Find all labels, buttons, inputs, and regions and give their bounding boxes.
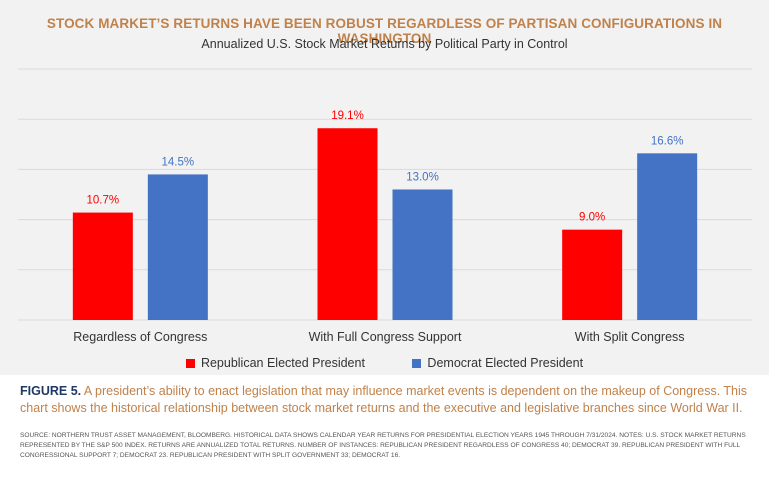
legend-label-democrat: Democrat Elected President <box>427 356 584 370</box>
figure-caption-text: A president’s ability to enact legislati… <box>20 384 748 415</box>
category-label-2: With Split Congress <box>575 330 685 344</box>
chart-title: STOCK MARKET’S RETURNS HAVE BEEN ROBUST … <box>46 16 723 46</box>
bar-democrat-1 <box>392 189 453 320</box>
legend-item-democrat: Democrat Elected President <box>412 356 583 370</box>
legend-swatch-republican <box>185 358 195 368</box>
legend-swatch-democrat <box>412 358 422 368</box>
category-label-0: Regardless of Congress <box>73 330 207 344</box>
data-label-democrat-0: 14.5% <box>162 156 195 168</box>
legend-label-republican: Republican Elected President <box>200 356 365 370</box>
figure-caption: FIGURE 5. A president’s ability to enact… <box>20 383 760 417</box>
data-label-republican-1: 19.1% <box>331 110 364 122</box>
bar-chart: 10.7% 14.5% Regardless of Congress 19.1% 13.… <box>18 68 752 344</box>
bar-democrat-2 <box>637 153 698 320</box>
data-label-republican-2: 9.0% <box>579 212 605 224</box>
data-label-democrat-1: 13.0% <box>406 171 439 183</box>
chart-subtitle: Annualized U.S. Stock Market Returns by … <box>201 37 568 51</box>
data-label-republican-0: 10.7% <box>87 195 120 207</box>
figure-number: FIGURE 5. <box>20 384 82 398</box>
legend-item-republican: Republican Elected President <box>185 356 365 370</box>
bar-democrat-0 <box>147 174 208 320</box>
source-note: SOURCE: NORTHERN TRUST ASSET MANAGEMENT,… <box>20 432 746 459</box>
bar-republican-0 <box>72 212 133 320</box>
legend: Republican Elected President Democrat El… <box>0 356 769 371</box>
data-label-democrat-2: 16.6% <box>651 135 684 147</box>
category-label-1: With Full Congress Support <box>309 330 462 344</box>
bar-republican-2 <box>562 229 623 320</box>
bar-republican-1 <box>317 128 378 320</box>
